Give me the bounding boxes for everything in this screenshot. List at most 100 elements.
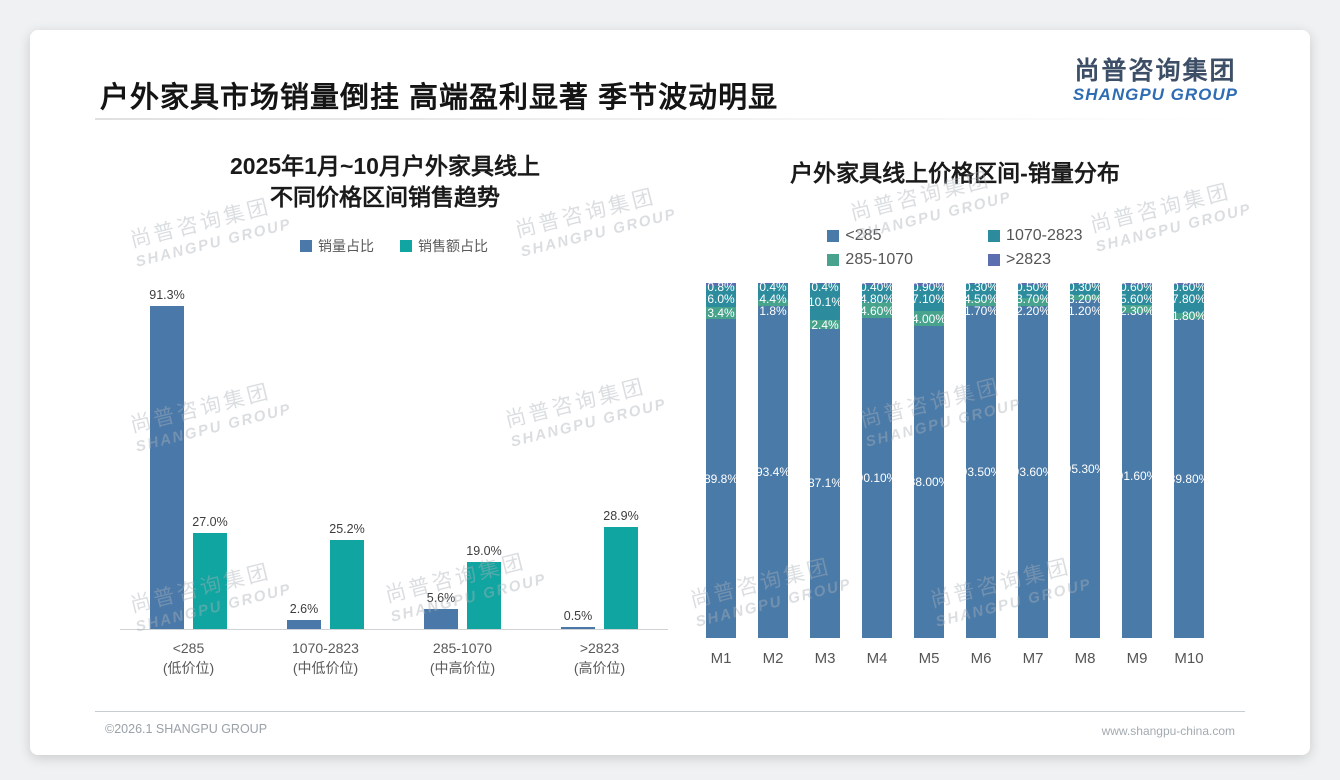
x-axis-label: 1070-2823 (中低价位) xyxy=(257,638,394,678)
segment-285-1070 xyxy=(758,300,788,307)
logo-english-text: SHANGPU GROUP xyxy=(1072,85,1238,104)
segment-1070-2823 xyxy=(1018,284,1048,298)
footer-divider xyxy=(95,711,1245,712)
legend-label: 销售额占比 xyxy=(418,238,488,254)
legend-label: 285-1070 xyxy=(845,251,914,268)
stacked-bar-slot: 0.4% 4.4% 1.8% 93.4% xyxy=(747,280,799,638)
segment-<285 xyxy=(1174,319,1204,638)
segment-value-label: 0.30% xyxy=(963,280,999,294)
month-label: M3 xyxy=(814,650,836,667)
legend-item->2823: >2823 xyxy=(988,251,1083,269)
segment-285-1070 xyxy=(966,300,996,307)
month-label: M9 xyxy=(1126,650,1148,667)
segment-285-1070 xyxy=(862,301,892,319)
legend-label: >2823 xyxy=(1006,251,1051,268)
bar-value-label: 27.0% xyxy=(192,515,228,530)
slide-card: 户外家具市场销量倒挂 高端盈利显著 季节波动明显 尚普咨询集团 SHANGPU … xyxy=(30,30,1310,755)
segment-value-label: 10.1% xyxy=(807,295,843,310)
segment->2823 xyxy=(862,283,892,285)
bar-value-label: 5.6% xyxy=(426,591,456,606)
segment-<285 xyxy=(966,306,996,638)
stacked-bar-slot: 0.60% 7.80% 1.80% 89.80% xyxy=(1163,281,1215,638)
price-tier-label: (低价位) xyxy=(162,660,215,676)
price-range-label: >2823 xyxy=(579,640,620,656)
price-range-label: <285 xyxy=(172,640,205,656)
stacked-bar-slot: 0.90% 7.10% 4.00% 88.00% xyxy=(903,281,955,638)
segment-value-label: 6.0% xyxy=(707,292,735,306)
segment-value-label: 7.80% xyxy=(1171,292,1207,306)
segment-value-label: 4.80% xyxy=(859,292,895,306)
bar-group: 91.3% 27.0% xyxy=(120,276,257,629)
bar-group: 0.5% 28.9% xyxy=(531,276,668,629)
segment-1070-2823 xyxy=(1122,284,1152,305)
stacked-bar: 0.60% 5.60% 2.30% 91.60% xyxy=(1117,281,1157,638)
segment-value-label: 0.40% xyxy=(859,280,895,294)
revenue-bar: 19.0% xyxy=(466,544,502,629)
segment-value-label: 3.20% xyxy=(1067,292,1103,306)
legend-swatch-icon xyxy=(827,254,840,266)
month-label: M2 xyxy=(762,650,784,667)
segment-285-1070 xyxy=(1122,304,1152,313)
legend-label: <285 xyxy=(845,227,882,244)
segment-value-label: 93.4% xyxy=(755,465,791,480)
footer-copyright: ©2026.1 SHANGPU GROUP xyxy=(105,722,268,736)
segment-value-label: 3.4% xyxy=(707,306,735,321)
stacked-bar-slot: 0.4% 10.1% 2.4% 87.1% xyxy=(799,281,851,638)
volume-bar: 2.6% xyxy=(287,602,321,629)
segment-value-label: 95.30% xyxy=(1064,461,1106,476)
month-label: M8 xyxy=(1074,650,1096,667)
bar-value-label: 2.6% xyxy=(289,601,319,616)
segment-value-label: 93.50% xyxy=(960,465,1002,480)
stacked-bar: 0.8% 6.0% 3.4% 89.8% xyxy=(703,281,739,638)
segment-<285 xyxy=(1070,299,1100,638)
segment->2823 xyxy=(810,283,840,285)
bar-group: 2.6% 25.2% xyxy=(257,276,394,629)
segment->2823 xyxy=(1018,283,1048,285)
revenue-bar: 28.9% xyxy=(603,509,639,629)
revenue-bar: 25.2% xyxy=(329,522,365,629)
stacked-bar: 0.60% 7.80% 1.80% 89.80% xyxy=(1169,281,1209,638)
segment-value-label: 2.4% xyxy=(811,317,839,332)
segment->2823 xyxy=(1122,282,1152,285)
segment-value-label: 0.50% xyxy=(1015,280,1051,294)
segment-value-label: 1.8% xyxy=(759,304,787,318)
bar-value-label: 28.9% xyxy=(603,508,639,523)
legend-item-volume-share: 销量占比 xyxy=(300,236,374,256)
segment-value-label: 87.1% xyxy=(807,476,843,491)
segment-value-label: 5.60% xyxy=(1119,292,1155,306)
month-label: M10 xyxy=(1174,650,1204,667)
segment->2823 xyxy=(1174,283,1204,286)
bar-value-label: 0.5% xyxy=(563,609,593,624)
legend-item-<285: <285 xyxy=(827,227,913,245)
footer-website: www.shangpu-china.com xyxy=(1101,724,1235,738)
segment-1070-2823 xyxy=(1070,284,1100,296)
stacked-bar-slot: 0.30% 4.50% 1.70% 93.50% xyxy=(955,280,1007,638)
segment-1070-2823 xyxy=(810,284,840,321)
segment-<285 xyxy=(706,319,736,638)
segment-285-1070 xyxy=(1174,312,1204,320)
left-chart-title-line1: 2025年1月~10月户外家具线上 xyxy=(230,153,540,179)
stacked-bar: 0.30% 4.50% 1.70% 93.50% xyxy=(961,280,1001,638)
legend-item-285-1070: 285-1070 xyxy=(827,251,913,269)
segment-<285 xyxy=(810,328,840,638)
segment-285-1070 xyxy=(810,320,840,329)
segment-value-label: 91.60% xyxy=(1116,468,1158,483)
segment-<285 xyxy=(1018,305,1048,638)
segment-value-label: 4.00% xyxy=(911,311,947,326)
bar-group: 5.6% 19.0% xyxy=(394,276,531,629)
title-divider xyxy=(95,118,1245,120)
bar-value-label: 19.0% xyxy=(466,543,502,558)
segment-value-label: 0.4% xyxy=(759,280,787,294)
month-label: M1 xyxy=(710,650,732,667)
right-chart-x-axis: M1 M2 M3 M4 M5 M6 M7 M8 M9 M10 xyxy=(695,650,1215,667)
segment-1070-2823 xyxy=(862,284,892,302)
month-label: M6 xyxy=(970,650,992,667)
segment-value-label: 2.20% xyxy=(1015,304,1051,318)
legend-label: 销量占比 xyxy=(318,238,374,254)
legend-swatch-icon xyxy=(400,240,412,252)
x-axis-label: >2823 (高价位) xyxy=(531,638,668,678)
stacked-bar-slot: 0.8% 6.0% 3.4% 89.8% xyxy=(695,281,747,638)
segment-value-label: 89.8% xyxy=(703,471,739,486)
x-axis-label: <285 (低价位) xyxy=(120,638,257,678)
stacked-bar-slot: 0.40% 4.80% 4.60% 90.10% xyxy=(851,280,903,638)
